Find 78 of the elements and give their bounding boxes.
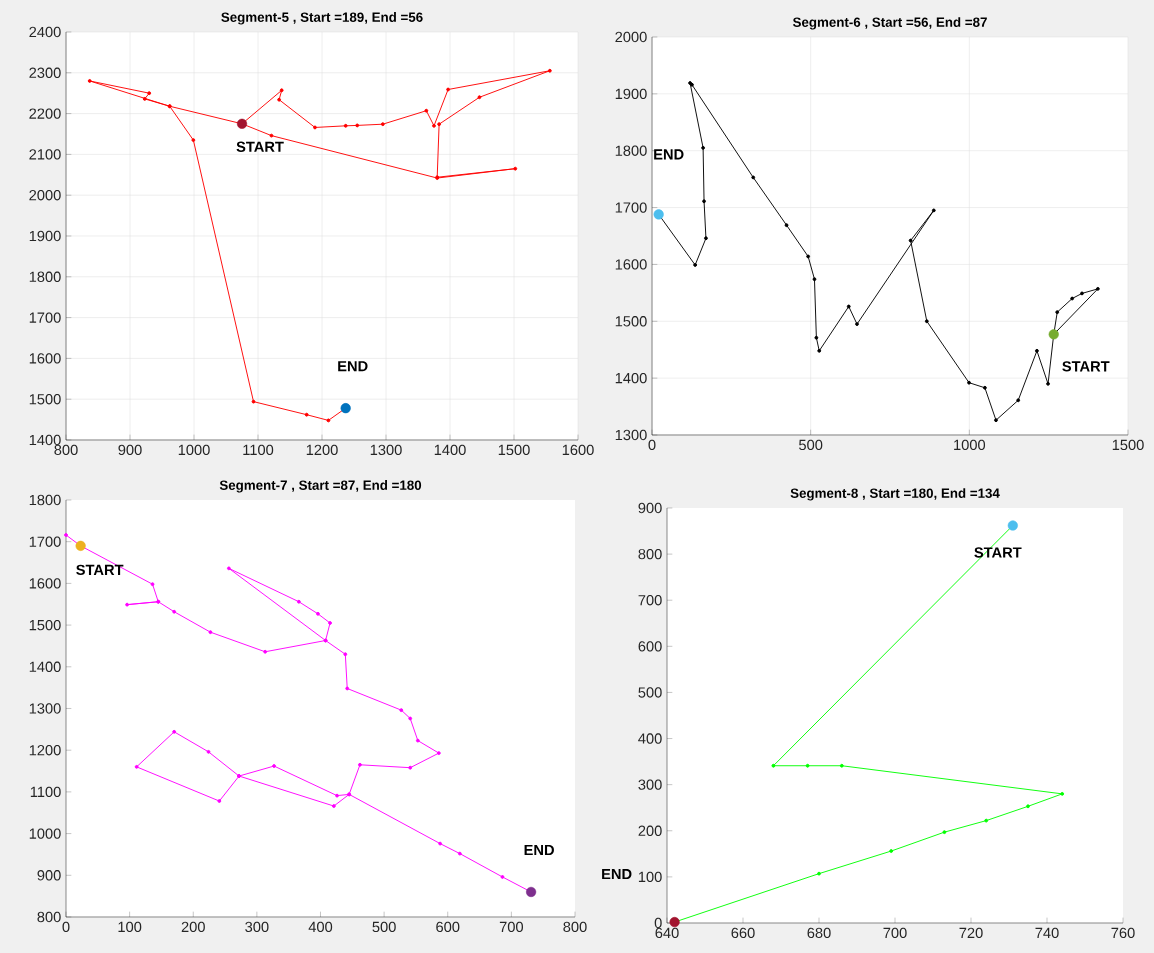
x-tick-label: 800 <box>54 444 78 456</box>
y-tick-label: 400 <box>638 733 662 744</box>
x-tick-label: 700 <box>499 921 524 933</box>
y-tick-label: 900 <box>37 870 61 881</box>
annotation: START <box>236 141 284 152</box>
annotation: START <box>974 547 1022 558</box>
y-tick-label: 2400 <box>29 26 61 38</box>
y-tick-label: 1800 <box>615 145 647 156</box>
x-tick-label: 1500 <box>498 444 530 456</box>
x-tick-label: 600 <box>436 921 460 933</box>
y-tick-label: 1400 <box>615 372 647 384</box>
x-tick-label: 1200 <box>306 444 338 456</box>
chart-title: Segment-6 , Start =56, End =87 <box>792 17 987 30</box>
y-tick-label: 900 <box>638 502 662 514</box>
y-tick-label: 1700 <box>615 202 647 213</box>
x-tick-label: 300 <box>245 921 269 933</box>
x-tick-label: 1300 <box>370 444 402 456</box>
x-tick-label: 660 <box>731 927 755 939</box>
x-tick-label: 800 <box>563 921 587 933</box>
x-tick-label: 1600 <box>562 444 594 456</box>
x-tick-label: 1000 <box>954 439 986 451</box>
x-tick-label: 720 <box>959 927 983 939</box>
y-tick-label: 1300 <box>29 703 61 714</box>
y-tick-label: 600 <box>638 641 662 652</box>
y-tick-label: 1100 <box>30 786 61 798</box>
x-tick-label: 500 <box>372 921 396 933</box>
y-tick-label: 1700 <box>29 536 61 547</box>
y-tick-label: 800 <box>37 911 61 923</box>
y-tick-label: 2000 <box>615 31 647 43</box>
chart-title: Segment-8 , Start =180, End =134 <box>790 488 1000 501</box>
annotation: END <box>524 844 554 856</box>
x-tick-label: 500 <box>799 439 823 451</box>
y-tick-label: 100 <box>638 871 662 883</box>
x-tick-label: 100 <box>118 921 142 933</box>
x-tick-label: 1400 <box>434 444 466 456</box>
x-tick-label: 740 <box>1035 927 1059 939</box>
y-tick-label: 1800 <box>29 494 61 506</box>
y-tick-label: 1700 <box>29 312 61 323</box>
y-tick-label: 1200 <box>29 745 61 756</box>
y-tick-label: 2000 <box>29 190 61 201</box>
y-tick-label: 800 <box>638 548 662 560</box>
y-tick-label: 1900 <box>615 88 647 100</box>
y-tick-label: 1900 <box>29 230 61 242</box>
chart-title: Segment-5 , Start =189, End =56 <box>221 12 423 25</box>
y-tick-label: 1600 <box>29 353 61 364</box>
y-tick-label: 1800 <box>29 271 61 282</box>
annotation: END <box>338 361 368 372</box>
chart-title: Segment-7 , Start =87, End =180 <box>219 480 422 493</box>
x-tick-label: 0 <box>62 921 70 933</box>
annotation: END <box>654 149 684 160</box>
x-tick-label: 200 <box>181 921 205 933</box>
y-tick-label: 1400 <box>29 661 61 672</box>
y-tick-label: 1600 <box>29 578 61 589</box>
x-tick-label: 760 <box>1111 927 1135 939</box>
text: END <box>602 869 632 880</box>
x-tick-label: 680 <box>807 927 831 939</box>
y-tick-label: 200 <box>638 825 662 836</box>
annotation: START <box>76 564 124 576</box>
x-tick-label: 1500 <box>1112 439 1144 451</box>
x-tick-label: 1000 <box>178 444 210 456</box>
x-tick-label: 400 <box>308 921 333 933</box>
y-tick-label: 1000 <box>29 828 61 839</box>
y-tick-label: 300 <box>638 779 662 790</box>
x-tick-label: 640 <box>655 927 679 939</box>
x-tick-label: 900 <box>118 444 142 456</box>
y-tick-label: 1600 <box>615 259 647 270</box>
y-tick-label: 1500 <box>29 394 61 405</box>
x-tick-label: 1100 <box>243 444 274 456</box>
y-tick-label: 1500 <box>615 316 647 327</box>
y-tick-label: 500 <box>638 687 662 698</box>
annotation: START <box>1062 361 1110 372</box>
y-tick-label: 1300 <box>615 429 647 441</box>
y-tick-label: 1500 <box>29 619 61 631</box>
y-tick-label: 2200 <box>29 108 61 119</box>
x-tick-label: 700 <box>883 927 907 939</box>
y-tick-label: 2300 <box>29 67 61 78</box>
y-tick-label: 2100 <box>29 149 61 160</box>
y-tick-label: 700 <box>638 595 662 606</box>
